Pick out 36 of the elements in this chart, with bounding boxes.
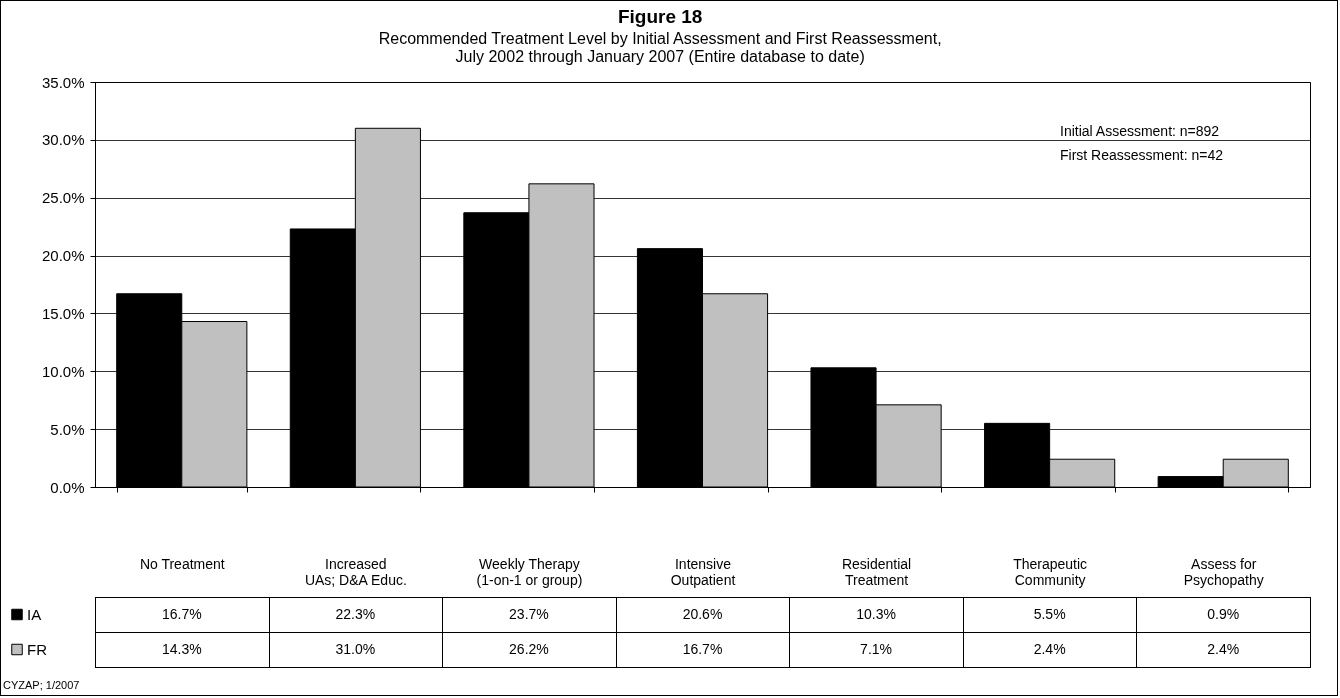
data-label: 22.3% [335, 605, 376, 622]
y-tick-label: 0.0% [50, 478, 85, 496]
x-tick-label: Assess for Psychopathy [1183, 555, 1264, 588]
data-label: 14.3% [161, 640, 202, 657]
y-tick-label: 35.0% [41, 73, 85, 91]
annotation: First Reassessment: n=42 [1060, 147, 1224, 163]
x-tick-label: Weekly Therapy (1-on-1 or group) [476, 555, 583, 588]
data-label: 20.6% [682, 605, 723, 622]
x-tick-label: Intensive Outpatient [670, 555, 736, 588]
legend-label: IA [27, 605, 42, 623]
y-tick-label: 15.0% [41, 304, 85, 322]
x-tick-label: Increased UAs; D&A Educ. [304, 555, 407, 588]
legend-label: FR [27, 640, 48, 658]
text: CYZAP; 1/2007 [3, 679, 80, 691]
data-label: 23.7% [509, 605, 549, 622]
data-label: 31.0% [335, 640, 376, 657]
data-label: 10.3% [856, 605, 896, 622]
data-label: 26.2% [509, 640, 549, 657]
data-label: 16.7% [161, 605, 202, 622]
data-label: 7.1% [860, 640, 893, 657]
annotation: Initial Assessment: n=892 [1060, 123, 1220, 139]
x-tick-label: Residential Treatment [841, 555, 912, 588]
data-label: 16.7% [682, 640, 723, 657]
data-label: 2.4% [1207, 640, 1240, 657]
x-tick-label: No Treatment [139, 555, 225, 572]
y-tick-label: 5.0% [50, 420, 85, 438]
y-tick-label: 25.0% [41, 189, 85, 207]
data-label: 5.5% [1033, 605, 1066, 622]
y-tick-label: 20.0% [41, 247, 85, 265]
y-tick-label: 30.0% [41, 131, 85, 149]
x-tick-label: Therapeutic Community [1013, 555, 1088, 588]
chart-subtitle: Recommended Treatment Level by Initial Assessment and First Reassessment, July 2002 through January 2007 (Entire database to date) [378, 29, 942, 65]
y-tick-label: 10.0% [41, 362, 85, 380]
data-label: 0.9% [1207, 605, 1240, 622]
data-label: 2.4% [1033, 640, 1066, 657]
chart-title: Figure 18 [617, 5, 703, 27]
